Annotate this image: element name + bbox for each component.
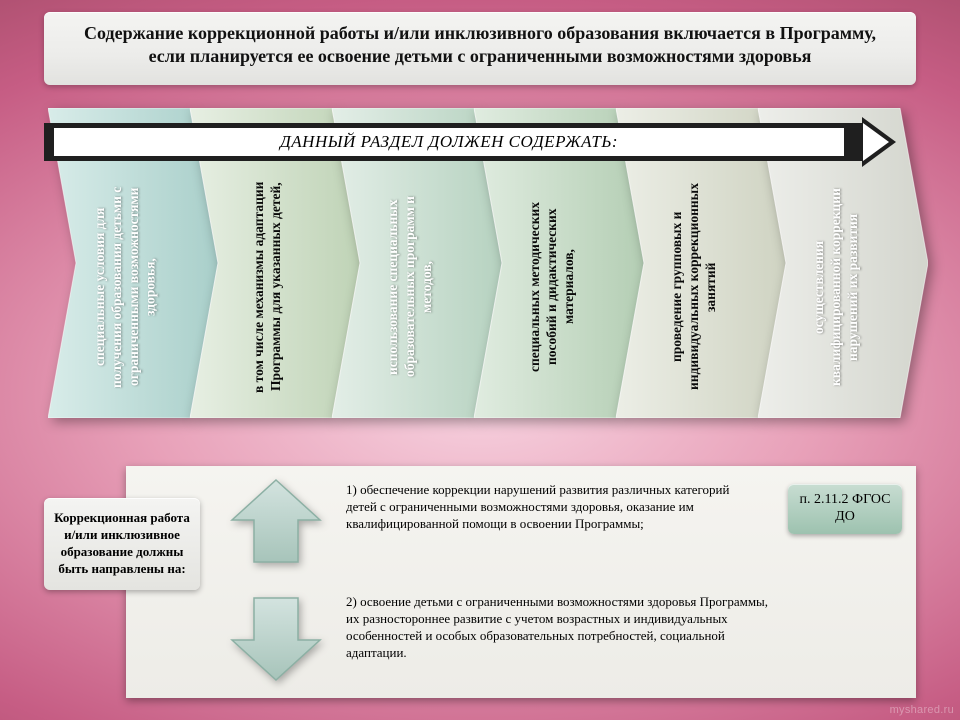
- watermark: myshared.ru: [890, 704, 954, 716]
- chevron-label: специальные условия для получения образо…: [68, 176, 184, 398]
- chevron-label-text: проведение групповых и индивидуальных ко…: [669, 176, 720, 398]
- title-banner: Содержание коррекционной работы и/или ин…: [44, 12, 916, 85]
- chevron-label: осуществления квалифицированной коррекци…: [778, 176, 894, 398]
- left-callout: Коррекционная работа и/или инклюзивное о…: [44, 498, 200, 590]
- chevron-label-text: специальных методических пособий и дидак…: [527, 176, 578, 398]
- paragraph-1: 1) обеспечение коррекции нарушений разви…: [346, 482, 746, 533]
- down-arrow-icon: [228, 594, 324, 682]
- up-arrow-icon: [228, 478, 324, 566]
- chevron-label-text: осуществления квалифицированной коррекци…: [811, 176, 862, 398]
- arrow-bar-head-icon: [862, 117, 896, 167]
- section-arrow-bar: ДАННЫЙ РАЗДЕЛ ДОЛЖЕН СОДЕРЖАТЬ:: [44, 123, 894, 161]
- left-callout-text: Коррекционная работа и/или инклюзивное о…: [54, 510, 190, 576]
- reference-text: п. 2.11.2 ФГОС ДО: [788, 492, 902, 526]
- chevron-label-text: использование специальных образовательны…: [385, 176, 436, 398]
- paragraph-2: 2) освоение детьми с ограниченными возмо…: [346, 594, 776, 662]
- arrow-bar-body: ДАННЫЙ РАЗДЕЛ ДОЛЖЕН СОДЕРЖАТЬ:: [44, 123, 864, 161]
- chevron-label-text: в том числе механизмы адаптации Программ…: [251, 176, 285, 398]
- chevron-label-text: специальные условия для получения образо…: [92, 176, 160, 398]
- chevron-label: использование специальных образовательны…: [352, 176, 468, 398]
- arrow-bar-label: ДАННЫЙ РАЗДЕЛ ДОЛЖЕН СОДЕРЖАТЬ:: [54, 128, 844, 156]
- reference-badge: п. 2.11.2 ФГОС ДО: [788, 484, 902, 534]
- title-text: Содержание коррекционной работы и/или ин…: [84, 23, 876, 66]
- chevron-label: проведение групповых и индивидуальных ко…: [636, 176, 752, 398]
- chevron-label: в том числе механизмы адаптации Программ…: [210, 176, 326, 398]
- chevron-label: специальных методических пособий и дидак…: [494, 176, 610, 398]
